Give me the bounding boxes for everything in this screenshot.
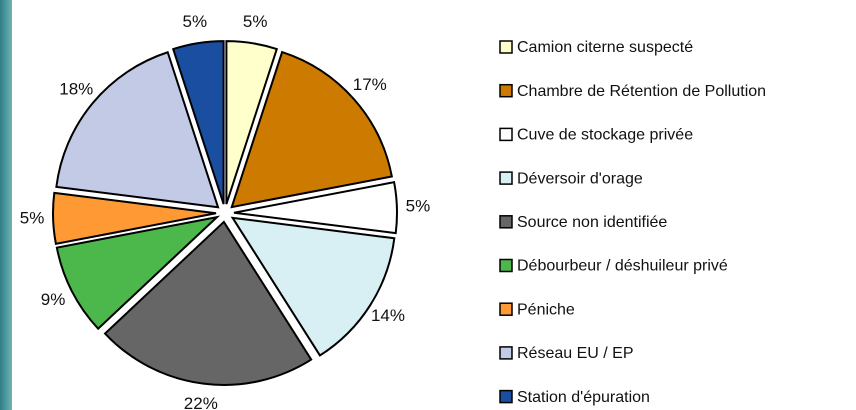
data-label: 17% (353, 75, 387, 94)
pie-slice (225, 40, 279, 205)
pie-slice (171, 40, 225, 205)
legend-label: Cuve de stockage privée (517, 127, 693, 144)
pie-slice (233, 181, 398, 235)
data-label: 5% (183, 12, 208, 31)
legend-label: Station d'épuration (517, 389, 650, 406)
legend-label: Réseau EU / EP (517, 345, 634, 362)
data-label: 5% (406, 196, 431, 215)
legend-swatch (499, 346, 513, 360)
legend-swatch (499, 171, 513, 185)
pie-slice (52, 191, 217, 245)
data-label: 22% (184, 394, 218, 410)
legend-swatch (499, 258, 513, 273)
legend-swatch (499, 83, 513, 98)
data-label: 18% (59, 79, 93, 98)
pie-slice (55, 215, 221, 331)
pie-slice (103, 220, 313, 386)
legend-label: Péniche (517, 301, 575, 318)
legend-label: Chambre de Rétention de Pollution (517, 83, 766, 100)
pie-slice (230, 50, 394, 209)
legend-label: Source non identifiée (517, 214, 667, 231)
pie-slice (55, 50, 220, 209)
legend-swatch (499, 389, 513, 404)
side-stripe (0, 0, 12, 410)
legend-swatch (499, 40, 513, 54)
legend-swatch (499, 302, 513, 316)
data-label: 9% (41, 290, 66, 309)
legend-label: Déversoir d'orage (517, 170, 643, 187)
legend-label: Camion citerne suspecté (517, 39, 693, 56)
legend-swatch (499, 215, 513, 229)
pie-slice (230, 216, 396, 357)
data-label: 5% (243, 12, 268, 31)
data-label: 5% (20, 209, 45, 228)
data-label: 14% (371, 306, 405, 325)
legend-swatch (499, 127, 513, 142)
legend-label: Débourbeur / déshuileur privé (517, 258, 728, 275)
